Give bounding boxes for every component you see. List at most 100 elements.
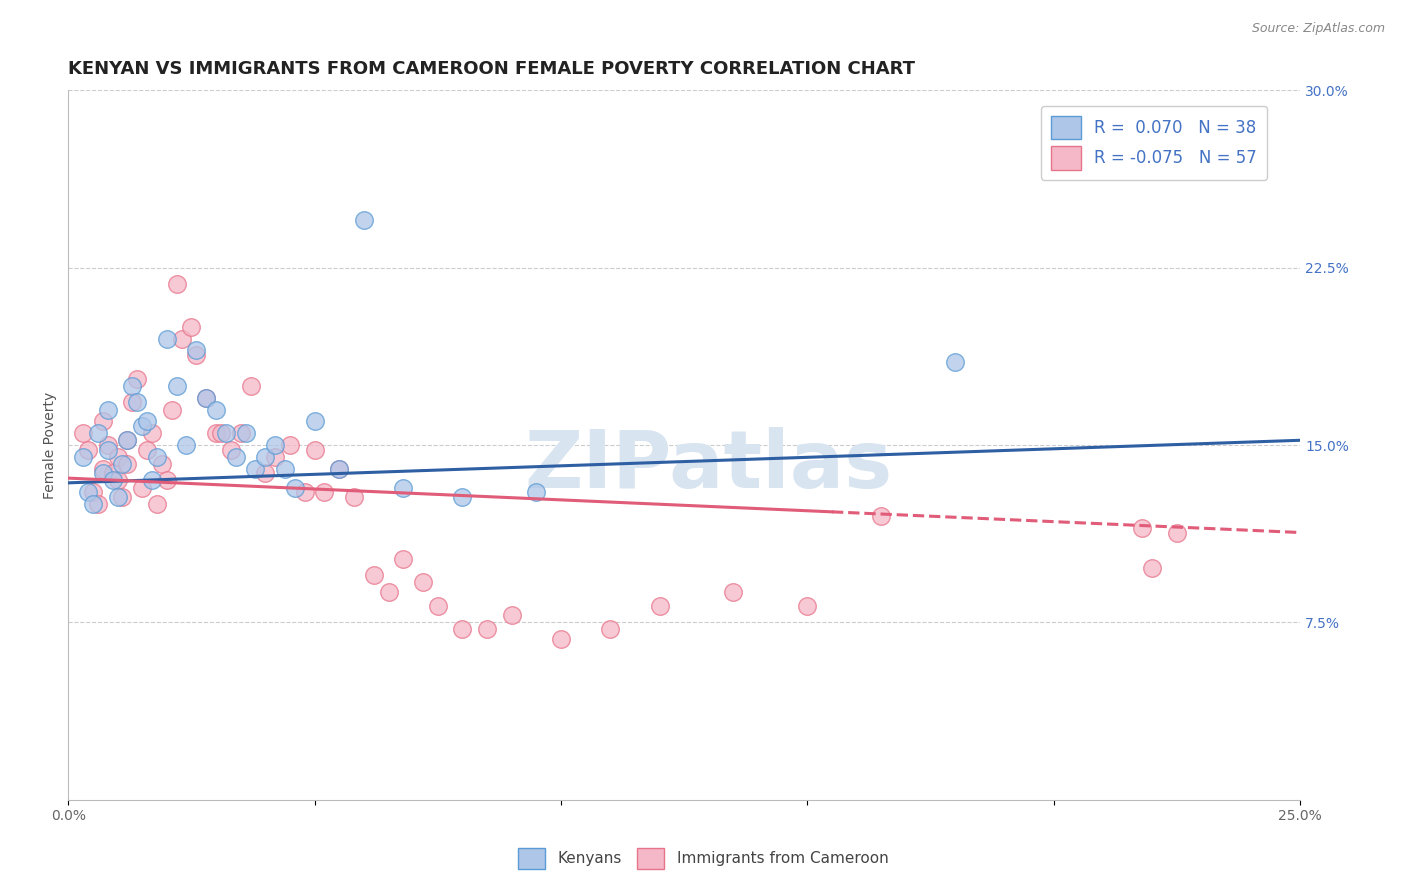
Point	[150, 457, 173, 471]
Point	[146, 450, 169, 464]
Point	[117, 434, 139, 448]
Point	[107, 474, 129, 488]
Point	[82, 485, 104, 500]
Point	[141, 474, 163, 488]
Point	[377, 584, 399, 599]
Point	[328, 461, 350, 475]
Point	[943, 355, 966, 369]
Point	[314, 485, 336, 500]
Point	[131, 481, 153, 495]
Point	[117, 457, 139, 471]
Point	[111, 490, 134, 504]
Point	[426, 599, 449, 613]
Point	[127, 372, 149, 386]
Point	[72, 450, 94, 464]
Point	[278, 438, 301, 452]
Point	[451, 490, 474, 504]
Point	[328, 461, 350, 475]
Point	[392, 551, 415, 566]
Point	[475, 623, 498, 637]
Point	[91, 467, 114, 481]
Point	[205, 426, 228, 441]
Point	[156, 474, 179, 488]
Point	[215, 426, 238, 441]
Point	[343, 490, 366, 504]
Point	[1132, 521, 1154, 535]
Point	[225, 450, 247, 464]
Point	[97, 438, 120, 452]
Point	[87, 497, 110, 511]
Point	[97, 442, 120, 457]
Point	[304, 442, 326, 457]
Point	[121, 379, 143, 393]
Point	[235, 426, 257, 441]
Point	[205, 402, 228, 417]
Point	[239, 379, 262, 393]
Point	[87, 426, 110, 441]
Point	[186, 348, 208, 362]
Point	[229, 426, 252, 441]
Point	[648, 599, 671, 613]
Point	[111, 457, 134, 471]
Point	[245, 461, 267, 475]
Legend: R =  0.070   N = 38, R = -0.075   N = 57: R = 0.070 N = 38, R = -0.075 N = 57	[1040, 105, 1267, 179]
Y-axis label: Female Poverty: Female Poverty	[44, 392, 58, 499]
Point	[284, 481, 307, 495]
Point	[91, 414, 114, 428]
Point	[72, 426, 94, 441]
Point	[141, 426, 163, 441]
Point	[1166, 525, 1188, 540]
Point	[101, 474, 124, 488]
Point	[77, 442, 100, 457]
Point	[294, 485, 316, 500]
Point	[412, 575, 434, 590]
Point	[195, 391, 218, 405]
Point	[209, 426, 232, 441]
Point	[117, 434, 139, 448]
Point	[392, 481, 415, 495]
Point	[166, 277, 188, 292]
Point	[176, 438, 198, 452]
Text: ZIPatlas: ZIPatlas	[524, 427, 893, 505]
Point	[166, 379, 188, 393]
Point	[160, 402, 183, 417]
Point	[131, 419, 153, 434]
Point	[136, 414, 159, 428]
Point	[501, 608, 523, 623]
Point	[451, 623, 474, 637]
Point	[156, 332, 179, 346]
Point	[254, 467, 277, 481]
Text: Source: ZipAtlas.com: Source: ZipAtlas.com	[1251, 22, 1385, 36]
Point	[146, 497, 169, 511]
Point	[304, 414, 326, 428]
Point	[550, 632, 572, 646]
Point	[107, 450, 129, 464]
Point	[195, 391, 218, 405]
Point	[254, 450, 277, 464]
Point	[77, 485, 100, 500]
Point	[82, 497, 104, 511]
Text: KENYAN VS IMMIGRANTS FROM CAMEROON FEMALE POVERTY CORRELATION CHART: KENYAN VS IMMIGRANTS FROM CAMEROON FEMAL…	[69, 60, 915, 78]
Point	[1142, 561, 1164, 575]
Point	[170, 332, 193, 346]
Point	[107, 490, 129, 504]
Point	[97, 402, 120, 417]
Point	[101, 467, 124, 481]
Point	[796, 599, 818, 613]
Point	[274, 461, 297, 475]
Point	[219, 442, 242, 457]
Point	[136, 442, 159, 457]
Point	[121, 395, 143, 409]
Point	[353, 213, 375, 227]
Point	[186, 343, 208, 358]
Point	[524, 485, 547, 500]
Point	[180, 319, 202, 334]
Point	[599, 623, 621, 637]
Point	[127, 395, 149, 409]
Point	[264, 450, 287, 464]
Point	[91, 461, 114, 475]
Point	[870, 508, 893, 523]
Point	[264, 438, 287, 452]
Legend: Kenyans, Immigrants from Cameroon: Kenyans, Immigrants from Cameroon	[512, 841, 894, 875]
Point	[723, 584, 745, 599]
